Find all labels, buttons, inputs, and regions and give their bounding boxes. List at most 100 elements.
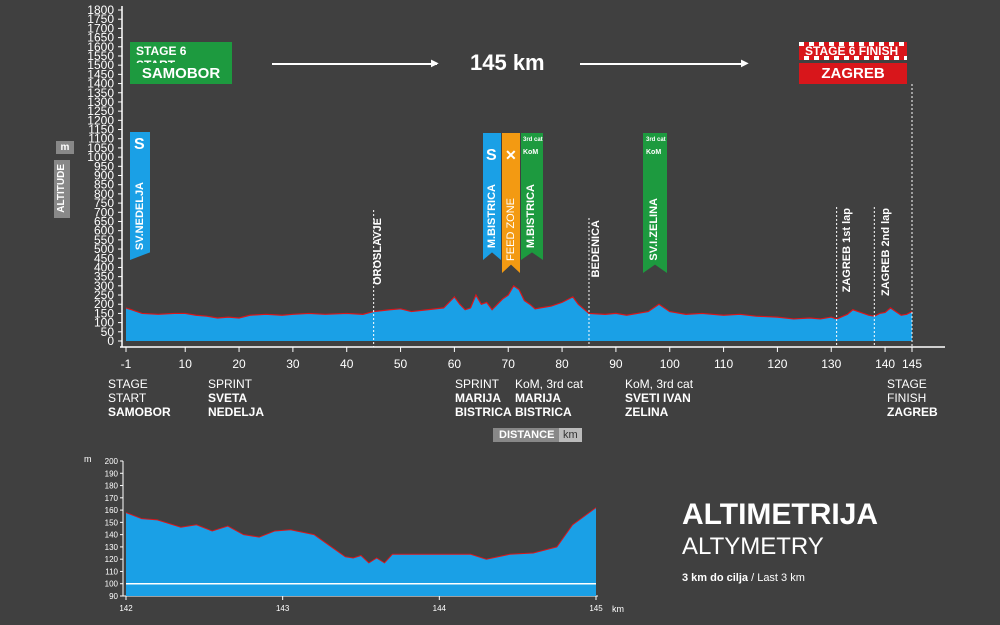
sprint-nedelja-flag: S SV.NEDELJA [130,132,150,260]
fork-knife-icon: ✕ [505,147,517,163]
legend-note-rest: / Last 3 km [748,572,805,584]
y-tick-label: 1100 [88,132,114,146]
y-tick-label: 600 [94,224,114,238]
feed-zone-text: FEED ZONE [505,198,517,261]
x-tick-label: 145 [902,357,922,371]
y-tick-label: 750 [94,196,114,210]
label-stage-finish: STAGE FINISH ZAGREB [887,377,938,419]
label-kom-zelina-3: ZELINA [625,405,669,419]
oroslavje-label: OROSLAVJE [372,218,384,286]
y-tick-label: 1500 [87,58,114,72]
legend-subtitle: ALTYMETRY [682,533,824,560]
small-y-tick-label: 150 [105,518,119,527]
kom-bistrica-text: M.BISTRICA [525,183,537,248]
y-tick-label: 500 [94,242,114,256]
y-tick-label: 800 [94,187,114,201]
small-profile-line [125,507,597,564]
label-kom-zelina-1: KoM, 3rd cat [625,377,694,391]
altitude-label: ALTITUDE [56,164,67,213]
label-sprint-nedelja-2: SVETA [208,391,248,405]
small-y-tick-label: 160 [105,506,119,515]
small-y-tick-label: 90 [109,592,118,601]
altitude-unit: m [56,141,74,154]
y-tick-label: 50 [101,325,115,339]
y-tick-label: 450 [94,251,114,265]
label-stage-start: STAGE START SAMOBOR [108,377,171,419]
small-profile-area [126,507,596,596]
y-tick-label: 1350 [87,86,114,100]
arrow-right-line [580,63,745,65]
y-tick-label: 850 [94,178,114,192]
y-tick-label: 1250 [87,104,114,118]
x-tick-label: 120 [767,357,787,371]
small-y-tick-label: 180 [105,482,119,491]
x-tick-label: 100 [660,357,680,371]
label-stage-start-2: START [108,391,147,405]
small-chart-unit-km: km [612,604,624,614]
label-sprint-bistrica-2: MARIJA [455,391,502,405]
y-tick-label: 1150 [88,123,114,137]
small-y-tick-label: 130 [105,543,119,552]
distance-unit: km [559,428,582,442]
x-tick-label: 60 [448,357,462,371]
kom-zelina-badge: KoM [646,149,662,156]
y-tick-label: 550 [94,233,114,247]
y-tick-label: 1800 [87,3,114,17]
small-y-tick-label: 120 [105,555,119,564]
small-y-tick-label: 140 [105,531,119,540]
distance-label: DISTANCE [493,428,561,442]
sprint-nedelja-text: SV.NEDELJA [134,181,146,250]
label-stage-finish-3: ZAGREB [887,405,938,419]
arrow-left-head: ▶ [431,58,439,69]
profile-line [125,284,913,320]
kom-zelina-text: SV.I.ZELINA [648,198,660,261]
y-tick-label: 1650 [87,31,114,45]
arrow-left-line [272,63,437,65]
x-tick-label: 80 [555,357,569,371]
legend-note: 3 km do cilja / Last 3 km [682,572,805,584]
sprint-icon: S [134,136,145,153]
small-y-tick-label: 200 [105,457,119,466]
feed-zone-flag: ✕ FEED ZONE [502,133,520,273]
x-tick-label: -1 [121,357,132,371]
x-tick-label: 130 [821,357,841,371]
x-tick-label: 110 [714,357,733,371]
y-tick-label: 250 [94,288,114,302]
label-stage-start-1: STAGE [108,377,148,391]
stage-finish-label: STAGE 6 FINISH [799,42,907,60]
small-y-tick-label: 170 [105,494,119,503]
x-tick-label: 90 [609,357,623,371]
y-tick-label: 1550 [87,49,114,63]
x-tick-label: 140 [875,357,895,371]
stage-finish-city: ZAGREB [799,63,907,84]
kom-zelina-cat: 3rd cat [646,137,666,143]
y-tick-label: 900 [94,169,114,183]
altitude-label-box: ALTITUDE [54,160,70,218]
arrow-right-head: ▶ [741,58,749,69]
y-tick-label: 1450 [87,67,114,81]
label-kom-zelina: KoM, 3rd cat SVETI IVAN ZELINA [625,377,693,419]
label-sprint-nedelja-3: NEDELJA [208,405,265,419]
bedenica-label: BEDENICA [590,220,602,278]
small-x-tick-label: 143 [276,604,290,613]
label-sprint-bistrica: SPRINT MARIJA BISTRICA [455,377,512,419]
label-stage-finish-1: STAGE [887,377,927,391]
label-kom-bistrica-1: KoM, 3rd cat [515,377,584,391]
legend-note-bold: 3 km do cilja [682,572,749,584]
x-tick-label: 10 [179,357,193,371]
y-tick-label: 150 [94,306,114,320]
label-kom-zelina-2: SVETI IVAN [625,391,691,405]
x-tick-label: 70 [502,357,516,371]
small-x-tick-label: 145 [589,604,603,613]
sprint-bistrica-flag: S M.BISTRICA [483,133,501,260]
y-tick-label: 1400 [87,77,114,91]
y-tick-label: 300 [94,279,114,293]
label-kom-bistrica-3: BISTRICA [515,405,572,419]
y-tick-label: 1200 [87,113,114,127]
zagreb-lap2-label: ZAGREB 2nd lap [880,208,892,297]
label-sprint-bistrica-3: BISTRICA [455,405,512,419]
small-y-tick-label: 190 [105,469,119,478]
y-tick-label: 1750 [87,12,114,26]
stage-start-city: SAMOBOR [130,63,232,84]
